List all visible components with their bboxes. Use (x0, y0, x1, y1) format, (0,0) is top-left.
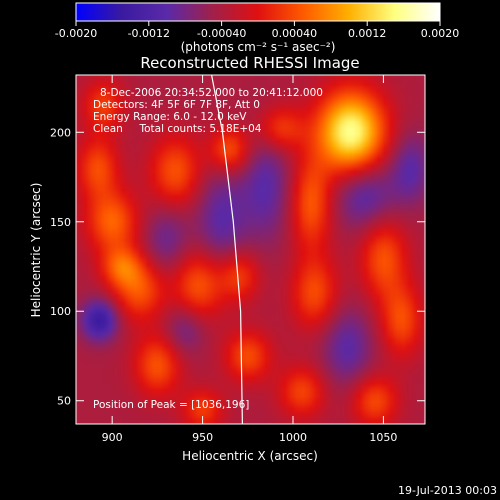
chart-title: Reconstructed RHESSI Image (140, 54, 359, 72)
annotation-energy-range: Energy Range: 6.0 - 12.0 keV (93, 111, 247, 123)
y-axis-ticks: 50 100 150 200 (50, 126, 425, 408)
y-tick-label: 150 (50, 216, 71, 229)
footer-timestamp: 19-Jul-2013 00:03 (398, 484, 497, 497)
plot-frame (75, 74, 426, 425)
annotation-time-range: 8-Dec-2006 20:34:52.000 to 20:41:12.000 (100, 87, 323, 99)
colorbar-tick-label: 0.0020 (421, 27, 460, 40)
annotation-peak-position: Position of Peak = [1036,196] (93, 399, 249, 411)
x-tick-label: 900 (102, 431, 123, 444)
annotation-detectors: Detectors: 4F 5F 6F 7F 8F, Att 0 (93, 99, 260, 111)
y-tick-label: 50 (57, 395, 71, 408)
colorbar-tick-label: -0.00040 (197, 27, 246, 40)
y-tick-label: 200 (50, 126, 71, 139)
annotation-clean-counts: Clean Total counts: 5.18E+04 (93, 123, 262, 135)
info-annotations: 8-Dec-2006 20:34:52.000 to 20:41:12.000 … (93, 87, 323, 411)
colorbar-ticks: -0.0020 -0.0012 -0.00040 0.00040 0.0012 0.002… (55, 21, 459, 40)
colorbar-tick-label: 0.0012 (348, 27, 387, 40)
solar-limb-line (211, 75, 243, 424)
y-tick-label: 100 (50, 305, 71, 318)
y-axis-label: Heliocentric Y (arcsec) (29, 183, 43, 318)
x-tick-label: 950 (192, 431, 213, 444)
x-axis-label: Heliocentric X (arcsec) (182, 449, 318, 463)
heatmap-image (76, 75, 425, 424)
x-tick-label: 1050 (369, 431, 397, 444)
x-axis-ticks: 900 950 1000 1050 (102, 75, 397, 444)
x-tick-label: 1000 (279, 431, 307, 444)
colorbar-tick-label: -0.0012 (128, 27, 170, 40)
plot-area: 900 950 1000 1050 50 100 150 200 (50, 74, 426, 444)
colorbar-unit-label: (photons cm⁻² s⁻¹ asec⁻²) (181, 40, 336, 54)
colorbar-tick-label: -0.0020 (55, 27, 97, 40)
colorbar-tick-label: 0.00040 (272, 27, 318, 40)
colorbar-fill (75, 2, 441, 22)
colorbar: -0.0020 -0.0012 -0.00040 0.00040 0.0012 0.002… (55, 2, 459, 54)
